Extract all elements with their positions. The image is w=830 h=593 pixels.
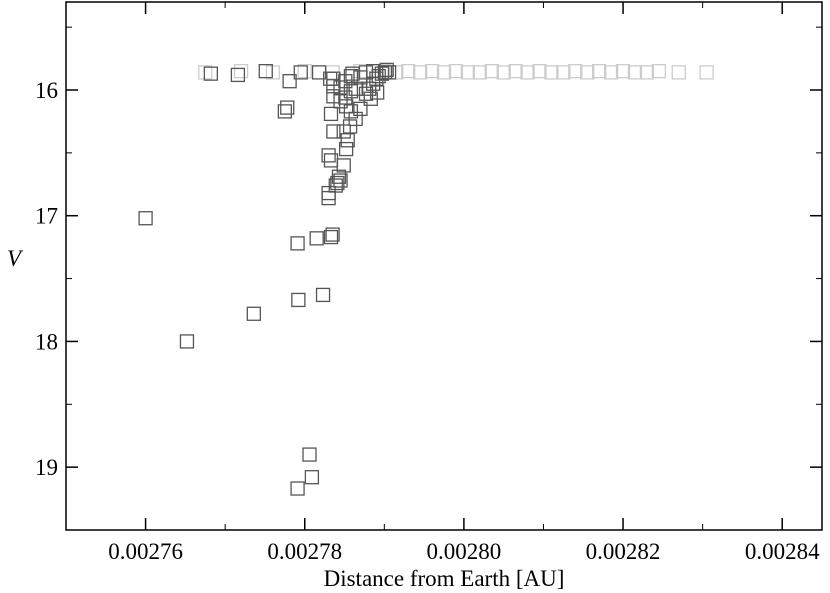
y-tick-label: 18 — [35, 329, 58, 354]
plot-frame — [65, 1, 823, 531]
marker — [496, 65, 511, 80]
marker — [639, 65, 655, 80]
y-axis-label: V — [7, 246, 24, 271]
marker — [343, 84, 359, 99]
marker — [342, 119, 358, 134]
marker — [333, 173, 348, 188]
marker — [651, 63, 667, 79]
marker — [544, 65, 559, 80]
marker — [338, 99, 354, 114]
y-tick-label: 19 — [35, 455, 58, 480]
x-axis-label: Distance from Earth [AU] — [324, 566, 565, 591]
marker — [138, 211, 153, 226]
marker — [290, 236, 305, 251]
marker — [203, 66, 218, 81]
marker — [436, 65, 452, 80]
marker — [340, 133, 355, 148]
marker — [460, 65, 476, 80]
y-tick-label: 17 — [35, 204, 58, 229]
marker — [326, 124, 341, 139]
marker — [315, 287, 331, 303]
marker — [627, 65, 643, 80]
marker — [508, 63, 523, 79]
marker — [484, 63, 499, 79]
marker — [338, 141, 354, 157]
y-tick-label: 16 — [35, 78, 58, 103]
marker — [304, 470, 320, 485]
marker — [377, 63, 392, 79]
x-tick-label: 0.00276 — [108, 539, 183, 564]
marker — [179, 334, 195, 349]
marker — [282, 74, 297, 89]
marker — [323, 229, 339, 245]
marker — [246, 306, 261, 321]
x-tick-label: 0.00278 — [267, 539, 342, 564]
marker — [592, 63, 607, 79]
marker — [424, 63, 440, 79]
marker — [353, 101, 368, 117]
marker — [290, 481, 305, 496]
marker — [323, 106, 339, 122]
marker — [362, 81, 377, 96]
marker — [401, 63, 416, 79]
marker — [321, 185, 336, 201]
marker — [302, 447, 317, 462]
marker — [472, 65, 487, 80]
marker — [265, 65, 281, 80]
marker — [389, 65, 404, 80]
marker — [326, 79, 341, 94]
marker — [331, 169, 347, 184]
x-tick-label: 0.00282 — [586, 539, 661, 564]
marker — [297, 63, 312, 79]
marker — [333, 94, 348, 109]
marker — [326, 89, 341, 104]
x-tick-label: 0.00284 — [745, 539, 820, 564]
marker — [338, 74, 353, 89]
marker — [277, 104, 292, 119]
marker — [580, 65, 595, 80]
marker — [258, 63, 273, 79]
marker — [233, 63, 249, 79]
marker — [520, 65, 535, 80]
marker — [699, 65, 714, 80]
marker — [363, 91, 378, 106]
marker — [374, 66, 390, 81]
x-tick-label: 0.00280 — [427, 539, 502, 564]
marker — [448, 63, 464, 79]
marker — [556, 65, 571, 80]
marker — [615, 63, 631, 79]
marker — [381, 65, 397, 80]
marker — [348, 111, 363, 127]
marker — [309, 231, 324, 246]
marker — [671, 65, 686, 80]
marker — [321, 190, 336, 206]
marker — [230, 67, 246, 83]
marker — [321, 148, 336, 163]
marker — [343, 104, 359, 119]
marker — [358, 86, 374, 101]
marker — [325, 227, 340, 242]
marker — [532, 63, 547, 79]
marker — [323, 71, 338, 86]
marker — [603, 65, 619, 80]
marker — [291, 292, 306, 308]
marker — [323, 153, 339, 168]
marker — [280, 100, 295, 115]
marker — [198, 65, 213, 80]
marker — [328, 178, 343, 193]
marker — [366, 63, 381, 79]
marker — [343, 69, 359, 84]
marker — [293, 65, 308, 80]
marker — [568, 63, 583, 79]
marker — [358, 65, 374, 80]
marker — [412, 65, 428, 80]
